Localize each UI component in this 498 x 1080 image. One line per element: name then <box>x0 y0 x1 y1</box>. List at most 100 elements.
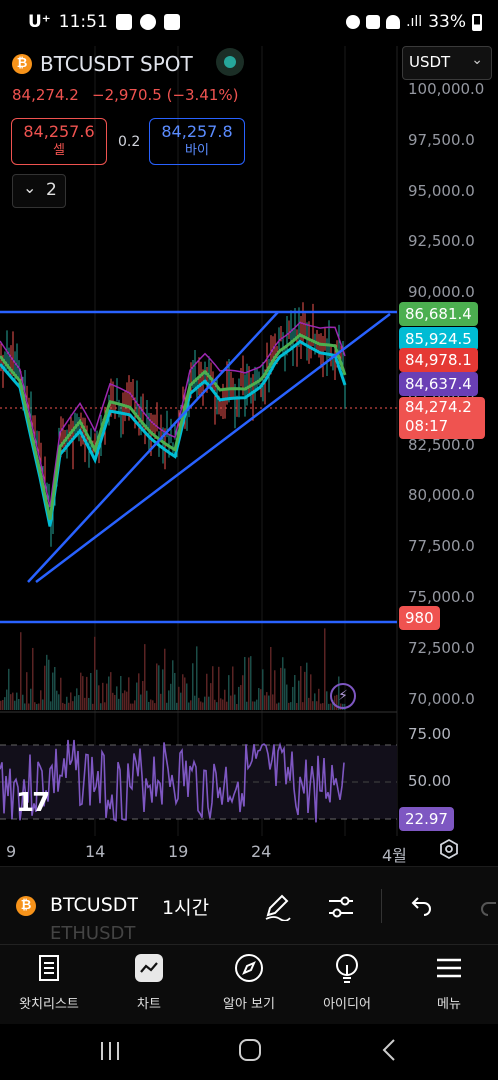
price-tag-cyan: 85,924.5 <box>399 327 478 351</box>
volume-bar <box>206 673 208 710</box>
volume-bar <box>274 670 276 710</box>
lightning-icon: ⚡ <box>338 688 348 704</box>
volume-bar <box>310 674 312 710</box>
volume-bar <box>312 701 314 710</box>
symbol-header[interactable]: ₿ BTCUSDT SPOT <box>12 52 193 76</box>
volume-bar <box>264 695 266 710</box>
volume-bar <box>216 702 218 710</box>
price-tick: 75,000.0 <box>408 588 475 606</box>
rsi-line <box>0 739 345 823</box>
sliders-icon <box>329 896 353 918</box>
volume-bar <box>22 694 24 710</box>
volume-bar <box>256 699 258 710</box>
volume-bar <box>96 669 98 710</box>
sell-button[interactable]: 84,257.6 셀 <box>11 118 107 165</box>
redo-button[interactable] <box>478 893 498 919</box>
sell-price: 84,257.6 <box>23 122 95 141</box>
price-tick: 82,500.0 <box>408 435 475 454</box>
price-tick: 90,000.0 <box>408 283 475 302</box>
volume-bar <box>218 666 220 710</box>
trendlines[interactable] <box>0 310 397 624</box>
volume-bar <box>316 701 318 710</box>
indicators-button[interactable] <box>326 893 356 921</box>
volume-bar <box>240 685 242 710</box>
volume-bar <box>328 703 330 710</box>
rsi-tick: 75.00 <box>408 725 451 743</box>
volume-bar <box>178 686 180 710</box>
volume-bar <box>0 700 2 710</box>
home-button[interactable] <box>238 1038 262 1062</box>
volume-bar <box>270 646 272 710</box>
volume-bar <box>56 690 58 710</box>
volume-bar <box>18 698 20 710</box>
bitcoin-icon: ₿ <box>12 54 32 74</box>
volume-bar <box>254 701 256 710</box>
chart-area[interactable]: ₿ BTCUSDT SPOT USDT ⌄ 84,274.2 −2,970.5 … <box>0 46 498 866</box>
back-button[interactable] <box>380 1038 400 1062</box>
price-tick: 95,000.0 <box>408 181 475 200</box>
volume-bar <box>304 671 306 710</box>
volume-bar <box>116 686 118 710</box>
symbol-selector[interactable]: ₿ BTCUSDT <box>14 891 138 921</box>
nav-explore[interactable]: 알아 보기 <box>204 945 294 1025</box>
volume-bar <box>278 702 280 710</box>
volume-bar <box>146 690 148 710</box>
volume-bar <box>300 666 302 710</box>
nav-menu[interactable]: 메뉴 <box>404 945 494 1025</box>
volume-bar <box>262 669 264 710</box>
volume-bar <box>28 703 30 710</box>
symbol-title[interactable]: BTCUSDT SPOT <box>40 52 193 76</box>
recent-apps-button[interactable] <box>98 1040 122 1062</box>
ma-purple-line <box>0 321 346 508</box>
time-label: 9 <box>6 842 17 861</box>
volume-bar <box>12 692 14 710</box>
price-change: −2,970.5 (−3.41%) <box>92 86 239 104</box>
volume-bar <box>68 702 70 710</box>
volume-bar <box>188 702 190 710</box>
volume-bar <box>144 644 146 710</box>
volume-bar <box>226 701 228 710</box>
indicators-count: 2 <box>46 180 57 200</box>
volume-bar <box>302 702 304 710</box>
volume-tag: 980 <box>399 606 440 630</box>
volume-bar <box>136 682 138 710</box>
volume-bar <box>268 695 270 710</box>
volume-bar <box>214 699 216 710</box>
volume-bar <box>134 700 136 710</box>
volume-bar <box>64 703 66 710</box>
redo-icon <box>481 902 496 916</box>
volume-bar <box>248 657 250 710</box>
currency-select[interactable]: USDT ⌄ <box>402 46 492 80</box>
interval-button[interactable]: 1시간 <box>162 897 210 919</box>
volume-bar <box>82 676 84 710</box>
nav-ideas[interactable]: 아이디어 <box>302 945 392 1025</box>
price-tick: 80,000.0 <box>408 486 475 505</box>
volume-bar <box>142 681 144 710</box>
volume-bar <box>292 686 294 710</box>
undo-button[interactable] <box>408 893 434 919</box>
chart-settings-button[interactable] <box>438 838 460 860</box>
nav-label: 메뉴 <box>437 997 461 1012</box>
volume-bar <box>156 663 158 710</box>
volume-bar <box>52 672 54 710</box>
volume-bar <box>120 676 122 710</box>
price-tag-red: 84,978.1 <box>399 348 478 372</box>
volume-bar <box>80 672 82 710</box>
volume-bar <box>66 696 68 710</box>
chart-toolbar: ETHUSDT ₿ BTCUSDT 1시간 <box>0 866 498 945</box>
indicators-collapse-button[interactable]: ⌄ 2 <box>12 174 66 208</box>
nav-watchlist[interactable]: 왓치리스트 <box>4 945 94 1025</box>
nav-chart[interactable]: 차트 <box>104 945 194 1025</box>
volume-bar <box>78 695 80 710</box>
price-chart-canvas[interactable] <box>0 46 498 866</box>
lightning-button[interactable]: ⚡ <box>330 683 356 709</box>
drawing-tools-button[interactable] <box>262 891 292 922</box>
volume-bar <box>14 700 16 710</box>
time-label: 14 <box>85 842 106 861</box>
volume-bar <box>104 702 106 710</box>
volume-bar <box>290 702 292 710</box>
wifi-icon <box>386 15 401 29</box>
buy-button[interactable]: 84,257.8 바이 <box>149 118 245 165</box>
battery-icon <box>472 13 482 31</box>
check-notification-icon <box>163 14 180 30</box>
